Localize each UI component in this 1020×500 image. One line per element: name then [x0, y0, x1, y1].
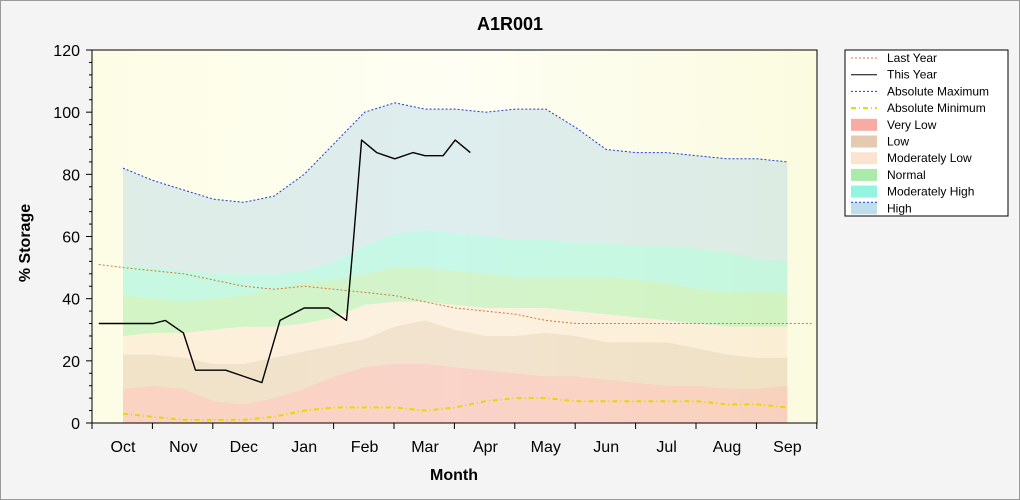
- x-tick-label: Aug: [713, 439, 741, 456]
- y-tick-label: 120: [53, 43, 80, 60]
- x-tick-label: Dec: [230, 439, 258, 456]
- legend-label: Moderately Low: [887, 151, 972, 165]
- legend-label: Moderately High: [887, 185, 974, 199]
- band-moderately-high: [123, 230, 788, 302]
- legend-label: High: [887, 201, 912, 215]
- legend-label: Absolute Minimum: [887, 101, 986, 115]
- x-tick-label: Mar: [411, 439, 439, 456]
- legend-swatch: [851, 202, 877, 215]
- x-axis-label: Month: [430, 467, 478, 484]
- x-tick-label: Oct: [111, 439, 136, 456]
- series-this-year: [98, 139, 471, 384]
- legend: Last Year This Year Absolute Maximum Absolu…: [844, 49, 1009, 217]
- series-absolute-minimum: [122, 397, 788, 421]
- x-tick-label: May: [531, 439, 561, 456]
- legend-label: Absolute Maximum: [887, 84, 989, 98]
- legend-label: This Year: [887, 68, 937, 82]
- legend-swatch: [851, 135, 877, 148]
- x-tick-label: Apr: [473, 439, 499, 456]
- plot-area: [91, 49, 818, 424]
- band-moderately-low: [123, 301, 788, 364]
- legend-swatch: [851, 168, 877, 181]
- y-tick-label: 20: [62, 354, 80, 371]
- legend-swatch: [851, 185, 877, 198]
- y-axis-label: % Storage: [17, 204, 34, 282]
- band-very-low: [123, 363, 788, 423]
- x-tick-label: Jan: [291, 439, 317, 456]
- axes: 0 20 40 60 80 100 120 Oct Nov Dec Jan Feb Mar Apr May J…: [53, 43, 818, 456]
- series-lines: [98, 102, 812, 421]
- series-absolute-maximum: [122, 102, 788, 203]
- legend-label: Last Year: [887, 51, 937, 65]
- x-tick-label: Jul: [656, 439, 676, 456]
- legend-swatch: [851, 152, 877, 165]
- band-low: [123, 320, 788, 405]
- y-tick-label: 60: [62, 230, 80, 247]
- legend-swatch: [851, 118, 877, 131]
- y-tick-label: 0: [71, 416, 80, 433]
- chart-title: A1R001: [477, 14, 543, 34]
- x-tick-label: Jun: [593, 439, 619, 456]
- series-last-year: [98, 264, 812, 324]
- band-normal: [123, 267, 788, 336]
- y-tick-label: 100: [53, 105, 80, 122]
- legend-label: Low: [887, 135, 909, 149]
- y-tick-label: 40: [62, 292, 80, 309]
- percentile-bands: [123, 102, 788, 423]
- band-high: [123, 102, 788, 274]
- x-tick-label: Nov: [169, 439, 197, 456]
- legend-label: Very Low: [887, 118, 937, 132]
- x-tick-label: Sep: [773, 439, 802, 456]
- legend-label: Normal: [887, 168, 926, 182]
- x-tick-label: Feb: [351, 439, 379, 456]
- y-tick-label: 80: [62, 167, 80, 184]
